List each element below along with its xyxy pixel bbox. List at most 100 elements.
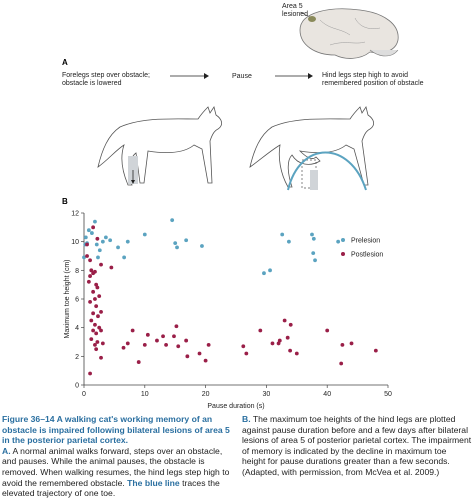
brain-illustration [299,8,399,59]
x-tick-label: 0 [82,391,86,398]
data-point [142,232,147,237]
data-point [88,299,92,304]
caption-left: Figure 36–14 A walking cat's working mem… [2,414,234,499]
panel-label: B [62,197,68,206]
data-point [88,274,92,278]
data-point [89,318,94,323]
data-point [197,351,202,356]
data-point [86,279,91,284]
data-point [99,310,103,314]
data-point [122,255,127,260]
data-point [155,338,159,343]
cat-1 [97,106,222,186]
data-point [93,322,97,327]
data-point [340,342,345,347]
arrow-head [204,73,209,79]
data-point [184,238,189,243]
data-point [258,328,263,333]
data-point [100,239,105,244]
y-tick-label: 2 [75,354,79,361]
y-tick-label: 10 [71,239,79,246]
data-point [125,341,130,346]
data-point [109,265,114,270]
y-tick-label: 8 [75,268,79,275]
x-tick-label: 10 [141,391,149,398]
data-point [142,342,147,347]
data-point [244,351,249,356]
data-point [85,254,89,258]
data-point [108,238,113,243]
data-point [91,225,96,230]
figure: Area 5 lesioned A Forelegs step over obs… [62,3,424,411]
y-axis-label: Maximum toe height (cm) [64,260,71,339]
data-point [349,341,354,346]
data-point [294,351,299,356]
data-point [373,348,378,353]
data-point [311,251,316,256]
chart: 0 2 4 6 8 10 12 0 10 20 30 40 50 Pause duration (s) Ma… [64,211,392,411]
data-point [339,361,344,366]
data-point [276,341,281,346]
data-point [100,341,105,346]
data-point [83,235,88,240]
data-point [136,360,141,364]
data-point [94,242,99,247]
data-point [282,318,287,323]
step-text: remembered position of obstacle [322,80,424,87]
data-point [93,269,97,274]
data-point [93,342,97,347]
brain-label: Area 5 [282,3,303,10]
caption-b-text: The maximum toe heights of the hind legs… [242,414,472,477]
data-point [94,304,99,309]
data-point [99,355,103,360]
data-point [170,218,175,223]
data-point [130,328,135,333]
caption-right: B. The maximum toe heights of the hind l… [242,414,472,478]
caption-a-text: traces the elevated trajectory of one to… [2,477,220,499]
legend-label: Prelesion [351,238,380,245]
data-point [93,219,97,224]
data-point [96,255,100,260]
caption-a-bold: The blue line [127,477,180,488]
data-point [86,228,91,233]
data-point [325,328,330,333]
data-point [174,324,179,329]
data-point [97,248,102,253]
caption-b-label: B. [242,414,251,424]
data-point [288,348,293,353]
y-tick-label: 0 [75,383,79,390]
data-point [200,244,204,248]
data-point [310,232,314,237]
data-point [203,358,208,363]
data-point [280,232,285,237]
data-point [89,337,94,342]
data-point [262,271,266,276]
data-point [88,258,92,263]
data-point [97,325,102,330]
data-point [184,338,189,343]
data-point [99,328,103,333]
arrow-head [131,180,135,184]
arrow-head [308,73,313,79]
data-point [336,239,341,244]
step-text: Hind legs step high to avoid [322,72,408,79]
data-point [94,331,99,336]
data-point [93,297,97,301]
caption-a-text: A normal animal walks forward, steps ove… [2,445,230,488]
data-point [88,371,92,376]
legend-marker [341,252,345,256]
data-point [97,294,102,299]
data-point [175,245,179,250]
data-point [286,239,291,244]
data-point [121,345,126,350]
data-point [288,322,293,327]
data-point [95,340,100,344]
x-tick-label: 30 [263,391,271,398]
pause-text: Pause [232,73,252,80]
y-tick-label: 6 [75,297,79,304]
data-point [145,332,150,337]
data-point [206,342,211,347]
data-point [99,262,103,267]
data-point [96,314,100,319]
data-point [185,354,190,359]
